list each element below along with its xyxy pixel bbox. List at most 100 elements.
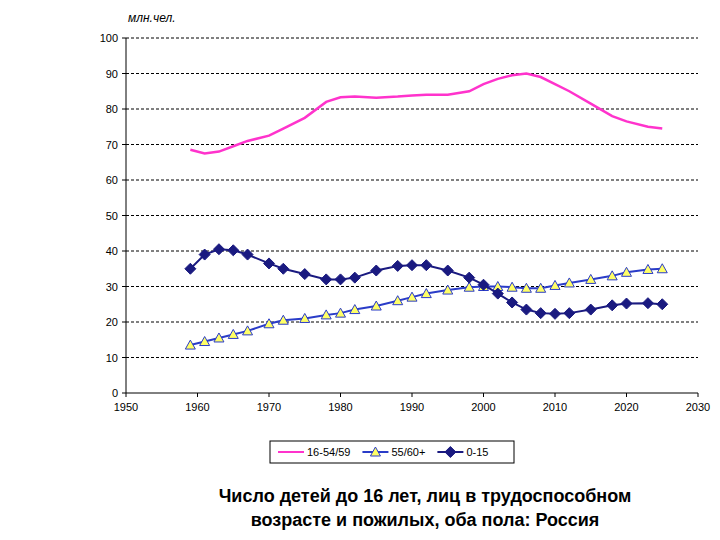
series-marker: [585, 304, 596, 315]
series-marker: [407, 260, 418, 271]
legend-marker: [445, 447, 456, 458]
series-marker: [228, 329, 238, 338]
series-marker: [550, 280, 560, 289]
series-marker: [199, 249, 210, 260]
series-marker: [421, 289, 431, 298]
series-marker: [278, 315, 288, 324]
y-tick: [122, 38, 126, 39]
x-tick: [197, 393, 198, 397]
series-marker: [507, 282, 517, 291]
series-marker: [321, 274, 332, 285]
x-tick: [269, 393, 270, 397]
y-tick-label: 40: [106, 245, 118, 257]
plot-area: [185, 74, 668, 350]
y-tick: [122, 180, 126, 181]
y-tick: [122, 109, 126, 110]
series-marker: [321, 310, 331, 319]
y-axis: [126, 38, 127, 393]
series-marker: [300, 313, 310, 322]
y-tick: [122, 73, 126, 74]
series-marker: [185, 340, 195, 349]
series-marker: [521, 283, 531, 292]
series-marker: [242, 249, 253, 260]
y-tick: [122, 251, 126, 252]
x-tick-label: 1990: [400, 401, 424, 413]
y-tick-label: 50: [106, 210, 118, 222]
y-tick-label: 90: [106, 68, 118, 80]
series-marker: [535, 308, 546, 319]
y-tick: [122, 322, 126, 323]
x-tick: [412, 393, 413, 397]
series-marker: [607, 271, 617, 280]
series-marker: [371, 265, 382, 276]
y-tick-label: 10: [106, 352, 118, 364]
series-marker: [349, 272, 360, 283]
grid-line: [126, 286, 698, 287]
series-marker: [622, 267, 632, 276]
series-marker: [407, 292, 417, 301]
x-tick-label: 2020: [614, 401, 638, 413]
series-marker: [586, 274, 596, 283]
series-line: [190, 269, 662, 345]
y-tick: [122, 215, 126, 216]
series-marker: [521, 304, 532, 315]
series-marker: [371, 301, 381, 310]
chart-title: Число детей до 16 лет, лиц в трудоспособ…: [180, 484, 670, 532]
series-marker: [607, 300, 618, 311]
series-marker: [264, 319, 274, 328]
series-marker: [621, 298, 632, 309]
y-tick: [122, 393, 126, 394]
y-axis-label: млн.чел.: [128, 11, 176, 25]
x-tick-label: 1950: [114, 401, 138, 413]
legend-marker: [370, 447, 380, 456]
series-marker: [643, 264, 653, 273]
series-marker: [392, 260, 403, 271]
series-marker: [200, 337, 210, 346]
series-marker: [536, 283, 546, 292]
grid-line: [126, 180, 698, 181]
series-marker: [264, 258, 275, 269]
x-tick: [555, 393, 556, 397]
y-tick: [122, 357, 126, 358]
series-marker: [336, 308, 346, 317]
chart: млн.чел.01020304050607080901001950196019…: [0, 0, 720, 540]
x-tick-label: 1960: [185, 401, 209, 413]
grid-line: [126, 73, 698, 74]
y-tick-label: 30: [106, 281, 118, 293]
grid-line: [126, 38, 698, 39]
y-tick-label: 20: [106, 316, 118, 328]
series-line: [190, 74, 662, 154]
y-tick: [122, 144, 126, 145]
x-tick-label: 1970: [257, 401, 281, 413]
x-tick: [698, 393, 699, 397]
x-tick-label: 2030: [686, 401, 710, 413]
series-marker: [464, 272, 475, 283]
grid-line: [126, 322, 698, 323]
series-marker: [421, 260, 432, 271]
x-axis: [126, 393, 698, 394]
series-marker: [214, 333, 224, 342]
x-tick-label: 2010: [543, 401, 567, 413]
series-marker: [299, 269, 310, 280]
y-tick-label: 80: [106, 103, 118, 115]
legend-label: 55/60+: [391, 446, 425, 458]
x-tick-label: 1980: [328, 401, 352, 413]
series-marker: [185, 263, 196, 274]
series-marker: [443, 285, 453, 294]
y-tick-label: 60: [106, 174, 118, 186]
grid-line: [126, 215, 698, 216]
grid-line: [126, 144, 698, 145]
series-marker: [564, 278, 574, 287]
series-marker: [478, 279, 489, 290]
legend-swatch: [278, 451, 304, 453]
series-marker: [442, 265, 453, 276]
series-marker: [642, 298, 653, 309]
series-marker: [213, 244, 224, 255]
x-tick: [126, 393, 127, 397]
series-marker: [278, 263, 289, 274]
x-tick: [626, 393, 627, 397]
y-tick-label: 70: [106, 139, 118, 151]
x-tick-label: 2000: [471, 401, 495, 413]
series-marker: [350, 305, 360, 314]
series-marker: [550, 308, 561, 319]
